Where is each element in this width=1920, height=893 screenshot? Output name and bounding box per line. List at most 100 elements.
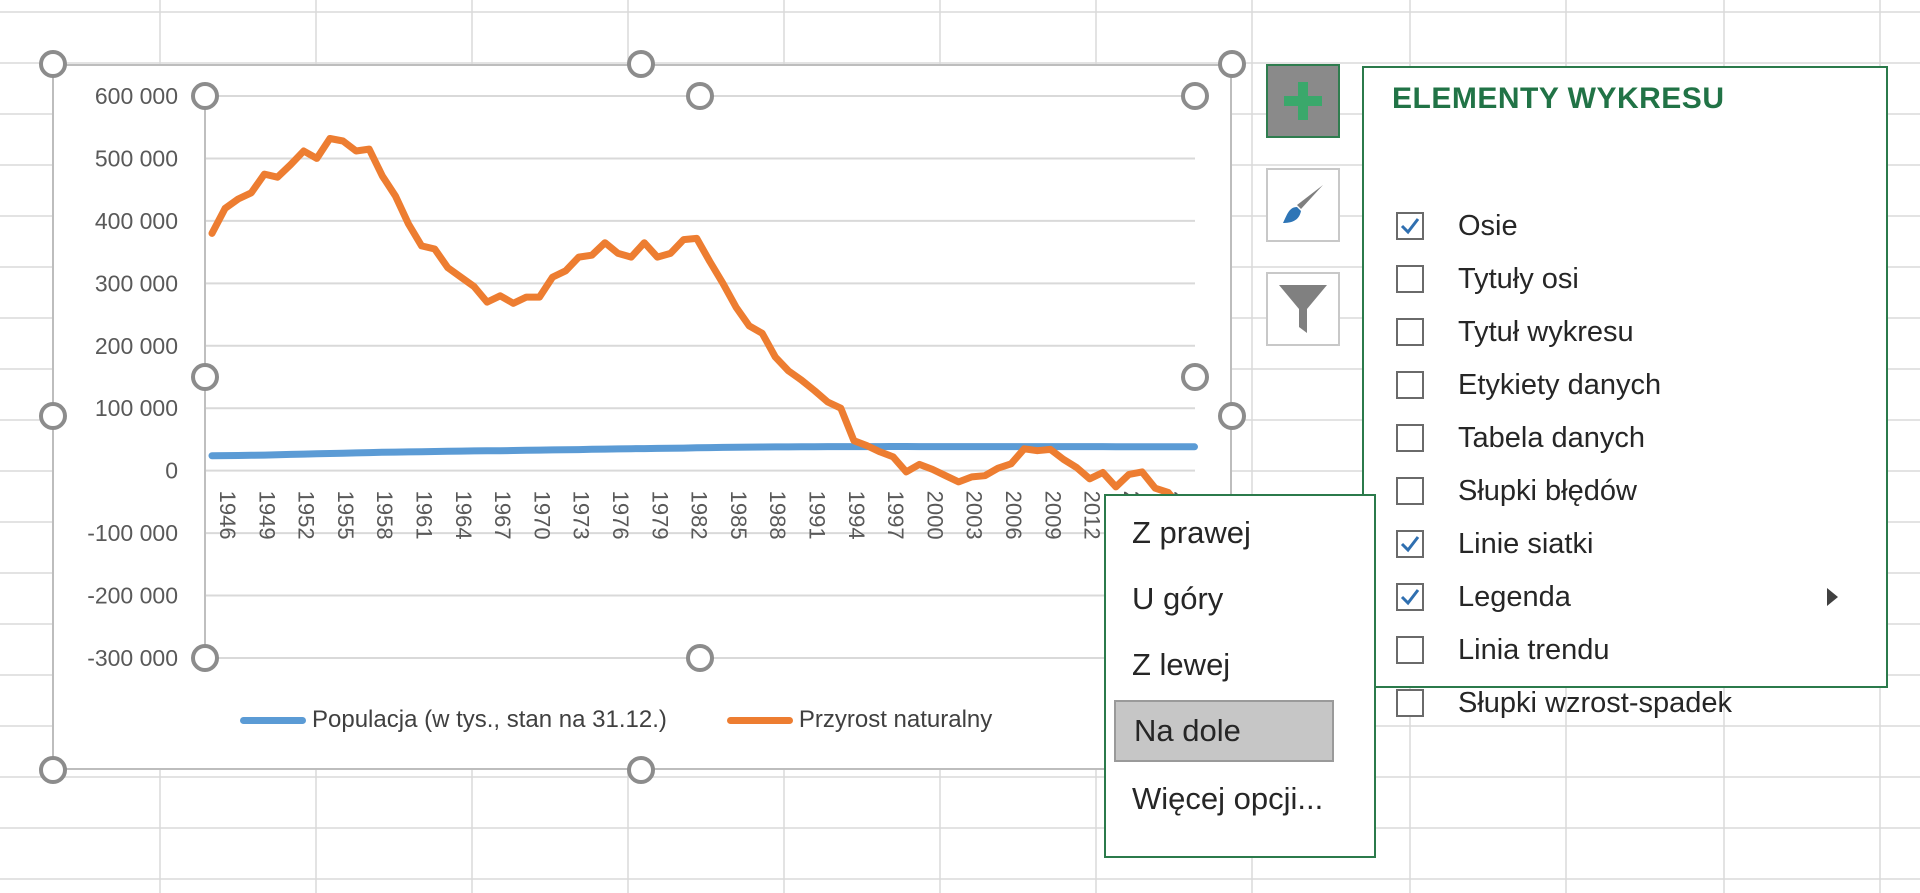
resize-handle[interactable] [39, 402, 67, 430]
x-tick-label: 2003 [962, 491, 987, 540]
element-axes[interactable]: Osie [1396, 204, 1866, 248]
x-tick-label: 1997 [883, 491, 908, 540]
trendline-checkbox[interactable] [1396, 636, 1424, 664]
axis-titles-label: Tytuły osi [1458, 262, 1579, 295]
chart-filters-button[interactable] [1266, 272, 1340, 346]
x-tick-label: 1955 [333, 491, 358, 540]
axes-label: Osie [1458, 209, 1518, 242]
up-down-bars-checkbox[interactable] [1396, 689, 1424, 717]
panel-title: ELEMENTY WYKRESU [1392, 82, 1725, 115]
resize-handle[interactable] [39, 756, 67, 784]
legend-position-submenu: Z prawej U góry Z lewej Na dole Więcej o… [1104, 494, 1376, 858]
plus-icon [1284, 82, 1322, 120]
element-legend[interactable]: Legenda [1396, 575, 1866, 619]
checkmark-icon [1400, 536, 1420, 553]
x-tick-label: 1976 [608, 491, 633, 540]
legend-entry-population: Populacja (w tys., stan na 31.12.) [240, 706, 667, 734]
resize-handle[interactable] [191, 82, 219, 110]
x-tick-label: 2006 [1001, 491, 1026, 540]
x-tick-label: 1970 [529, 491, 554, 540]
chart-area[interactable] [52, 64, 1232, 770]
y-tick-label: 200 000 [95, 333, 178, 359]
resize-handle[interactable] [627, 50, 655, 78]
chart-styles-button[interactable] [1266, 168, 1340, 242]
element-trendline[interactable]: Linia trendu [1396, 628, 1866, 672]
x-tick-label: 2000 [922, 491, 947, 540]
x-tick-label: 1973 [569, 491, 594, 540]
resize-handle[interactable] [686, 82, 714, 110]
y-tick-label: 600 000 [95, 83, 178, 109]
element-axis-titles[interactable]: Tytuły osi [1396, 257, 1866, 301]
legend-bottom-option[interactable]: Na dole [1114, 700, 1334, 762]
legend-checkbox[interactable] [1396, 583, 1424, 611]
error-bars-checkbox[interactable] [1396, 477, 1424, 505]
data-table-checkbox[interactable] [1396, 424, 1424, 452]
paintbrush-icon [1283, 185, 1323, 223]
chart-elements-button[interactable] [1266, 64, 1340, 138]
resize-handle[interactable] [191, 644, 219, 672]
resize-handle[interactable] [1181, 363, 1209, 391]
legend-swatch-population [240, 716, 306, 724]
element-data-labels[interactable]: Etykiety danych [1396, 363, 1866, 407]
x-tick-label: 2009 [1040, 491, 1065, 540]
chart-title-checkbox[interactable] [1396, 318, 1424, 346]
selection-handles [39, 50, 1246, 784]
chart-elements-panel: ELEMENTY WYKRESU Osie Tytuły osi Tytuł w… [1362, 66, 1888, 719]
data-table-label: Tabela danych [1458, 421, 1646, 454]
resize-handle[interactable] [191, 363, 219, 391]
x-tick-label: 1961 [412, 491, 437, 540]
resize-handle[interactable] [627, 756, 655, 784]
y-axis-tick-labels: 600 000 500 000 400 000 300 000 200 000 100 0… [87, 83, 178, 671]
element-error-bars[interactable]: Słupki błędów [1396, 469, 1866, 513]
x-tick-label: 1991 [805, 491, 830, 540]
resize-handle[interactable] [39, 50, 67, 78]
trendline-label: Linia trendu [1458, 633, 1610, 666]
element-up-down-bars[interactable]: Słupki wzrost-spadek [1396, 681, 1866, 725]
up-down-bars-label: Słupki wzrost-spadek [1458, 686, 1732, 719]
y-tick-label: -100 000 [87, 520, 178, 546]
legend-label-natural-increase: Przyrost naturalny [798, 706, 993, 733]
gridlines-checkbox[interactable] [1396, 530, 1424, 558]
resize-handle[interactable] [1218, 50, 1246, 78]
legend-top-option[interactable]: U góry [1132, 581, 1224, 616]
legend-right-option[interactable]: Z prawej [1132, 515, 1251, 550]
plot-gridlines [204, 95, 1195, 659]
legend-label: Legenda [1458, 580, 1571, 613]
more-options-link[interactable]: Więcej opcji... [1132, 781, 1324, 816]
legend-entry-natural-increase: Przyrost naturalny [726, 706, 993, 734]
gridlines-label: Linie siatki [1458, 527, 1594, 560]
y-tick-label: 300 000 [95, 270, 178, 296]
chart-title-label: Tytuł wykresu [1458, 315, 1634, 348]
funnel-icon [1279, 285, 1327, 333]
x-tick-label: 1985 [726, 491, 751, 540]
x-tick-label: 1949 [254, 491, 279, 540]
error-bars-label: Słupki błędów [1458, 474, 1637, 507]
x-tick-label: 1958 [372, 491, 397, 540]
resize-handle[interactable] [686, 644, 714, 672]
y-tick-label: 0 [165, 458, 178, 484]
element-data-table[interactable]: Tabela danych [1396, 416, 1866, 460]
legend-swatch-natural-increase [726, 716, 793, 724]
legend-left-option[interactable]: Z lewej [1132, 647, 1231, 682]
y-tick-label: -200 000 [87, 583, 178, 609]
resize-handle[interactable] [1181, 82, 1209, 110]
x-tick-label: 1964 [451, 491, 476, 540]
x-tick-label: 1946 [215, 491, 240, 540]
legend-label-population: Populacja (w tys., stan na 31.12.) [312, 706, 667, 733]
x-tick-label: 1982 [687, 491, 712, 540]
x-tick-label: 1967 [490, 491, 515, 540]
x-tick-label: 1979 [647, 491, 672, 540]
series-line-natural-increase[interactable] [208, 135, 1198, 525]
element-gridlines[interactable]: Linie siatki [1396, 522, 1866, 566]
axes-checkbox[interactable] [1396, 212, 1424, 240]
y-tick-label: 500 000 [95, 145, 178, 171]
resize-handle[interactable] [1218, 402, 1246, 430]
checkmark-icon [1400, 589, 1420, 606]
data-labels-checkbox[interactable] [1396, 371, 1424, 399]
chart-legend[interactable]: Populacja (w tys., stan na 31.12.) Przyr… [240, 706, 1052, 734]
element-chart-title[interactable]: Tytuł wykresu [1396, 310, 1866, 354]
y-tick-label: 400 000 [95, 208, 178, 234]
submenu-arrow-icon[interactable] [1827, 588, 1838, 606]
checkmark-icon [1400, 218, 1420, 235]
axis-titles-checkbox[interactable] [1396, 265, 1424, 293]
